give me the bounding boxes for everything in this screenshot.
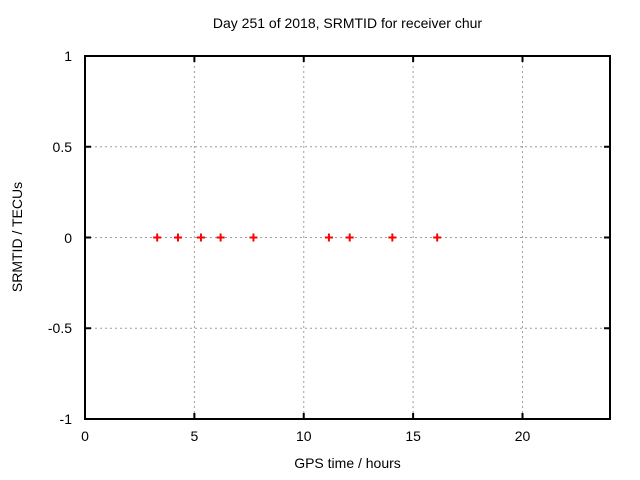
y-tick-label: -1 [59, 411, 72, 427]
grid-lines [85, 56, 610, 419]
data-point-marker [249, 233, 258, 242]
y-tick-label: 1 [64, 48, 72, 64]
data-point-marker [153, 233, 162, 242]
data-point-marker [216, 233, 225, 242]
x-tick-label: 0 [81, 428, 89, 444]
data-point-marker [196, 233, 205, 242]
data-point-marker [345, 233, 354, 242]
data-point-marker [388, 233, 397, 242]
chart-title: Day 251 of 2018, SRMTID for receiver chu… [212, 15, 483, 31]
y-tick-label: 0.5 [52, 138, 72, 155]
x-tick-label: 20 [514, 428, 531, 444]
data-point-marker [173, 233, 182, 242]
data-points [153, 233, 442, 242]
x-tick-label: 15 [405, 428, 421, 444]
x-axis-label: GPS time / hours [294, 455, 401, 471]
tick-marks [84, 55, 610, 420]
x-tick-label: 10 [295, 428, 312, 444]
y-tick-label: 0 [64, 229, 72, 246]
data-point-marker [324, 233, 333, 242]
y-tick-label: -0.5 [47, 320, 72, 337]
data-point-marker [433, 233, 442, 242]
x-tick-label: 5 [190, 428, 199, 444]
